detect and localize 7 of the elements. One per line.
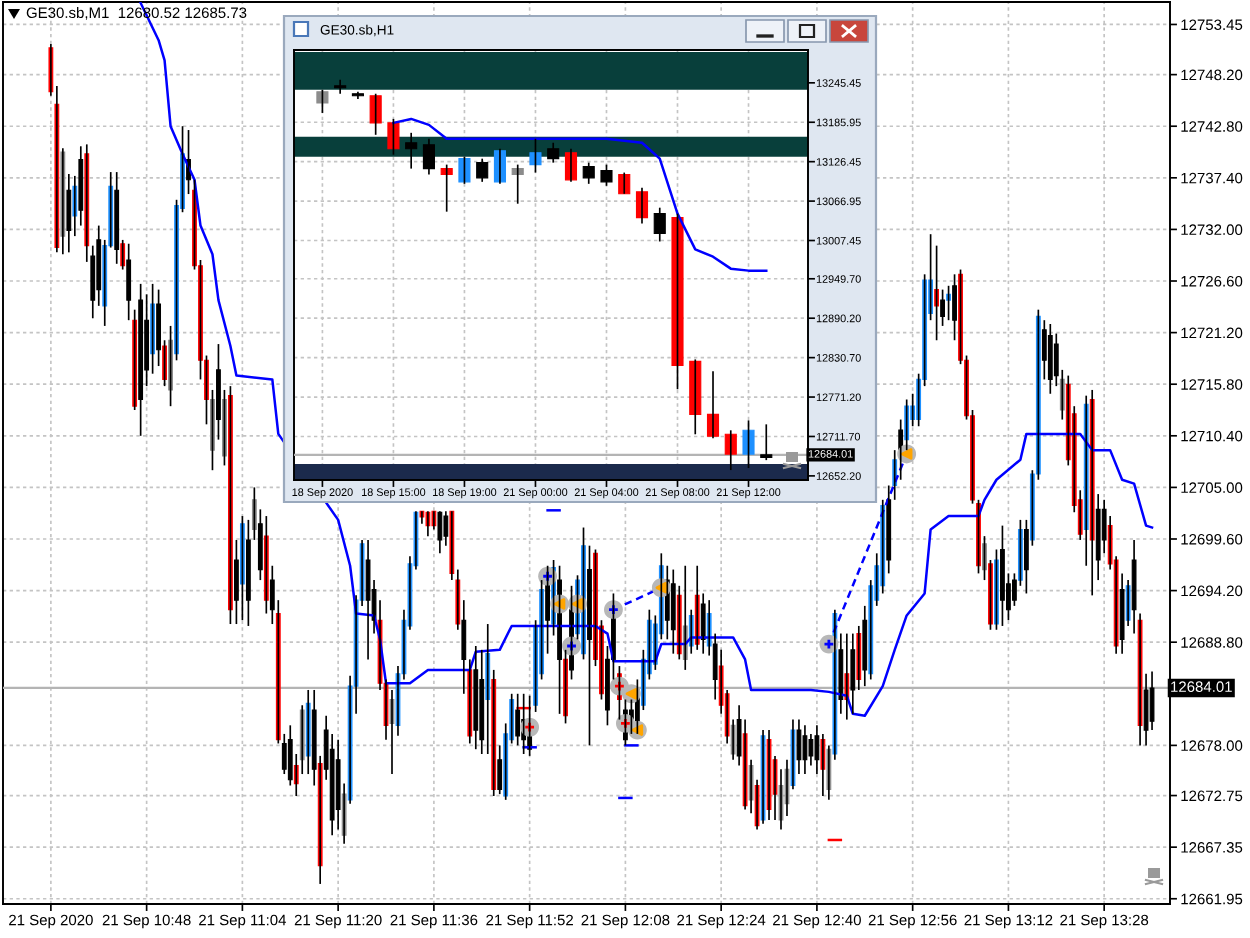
candlestick xyxy=(458,155,471,185)
candlestick xyxy=(760,423,773,461)
candlestick xyxy=(316,88,329,114)
candlestick xyxy=(529,137,542,174)
candlestick xyxy=(600,163,613,187)
candlestick xyxy=(387,118,400,156)
candlestick xyxy=(742,419,755,469)
